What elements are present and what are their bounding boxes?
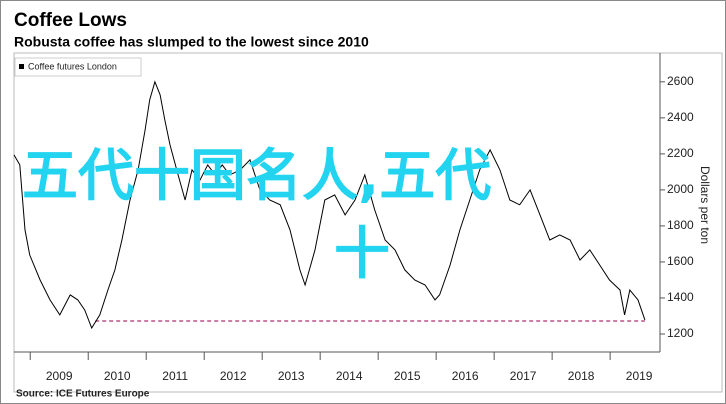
chart-subtitle: Robusta coffee has slumped to the lowest… <box>14 34 369 50</box>
y-tick-label: 2000 <box>667 182 694 196</box>
y-tick-label: 1600 <box>667 254 694 268</box>
x-tick-label: 2014 <box>336 369 363 383</box>
y-tick-label: 1800 <box>667 218 694 232</box>
chart-title: Coffee Lows <box>14 10 127 31</box>
line-series <box>13 80 646 330</box>
legend-box <box>14 57 142 77</box>
y-tick-label: 1400 <box>667 290 694 304</box>
y-tick-label: 2400 <box>667 110 694 124</box>
overlay-text: 五代十国名人,五代 <box>22 144 491 209</box>
y-tick-label: 1200 <box>667 326 694 340</box>
x-tick-label: 2013 <box>278 369 305 383</box>
x-tick-label: 2011 <box>162 369 188 383</box>
x-tick-label: 2010 <box>104 369 131 383</box>
x-tick-label: 2015 <box>394 369 421 383</box>
y-tick-label: 2200 <box>667 146 694 160</box>
legend-label: Coffee futures London <box>28 61 117 71</box>
y-tick-label: 2600 <box>667 74 694 88</box>
x-tick-label: 2012 <box>220 369 247 383</box>
overlay-text: 十 <box>334 222 390 287</box>
y-axis-label: Dollars per ton <box>698 166 712 244</box>
source: Source: ICE Futures Europe <box>16 389 150 400</box>
x-tick-label: 2018 <box>568 369 595 383</box>
x-tick-label: 2017 <box>510 369 537 383</box>
plot-frame <box>13 52 723 393</box>
x-tick-label: 2016 <box>452 369 479 383</box>
x-tick-label: 2019 <box>626 369 653 383</box>
x-tick-label: 2009 <box>46 369 73 383</box>
legend-swatch <box>19 64 24 69</box>
